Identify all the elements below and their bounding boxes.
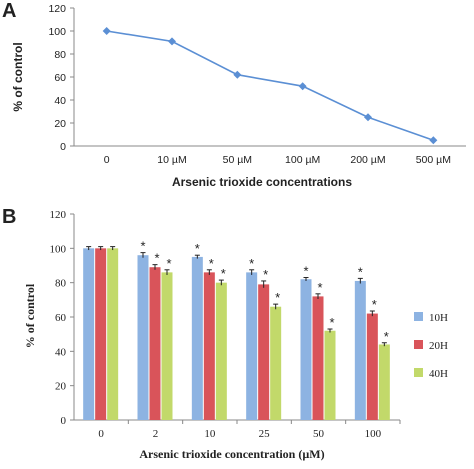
- significance-star: *: [249, 256, 254, 271]
- significance-star: *: [209, 256, 214, 271]
- panel-a-letter: A: [2, 0, 16, 22]
- bar: [203, 272, 215, 420]
- panel-b-x-label: Arsenic trioxide concentration (µM): [139, 447, 324, 461]
- panel-a-y-label: % of control: [11, 42, 25, 111]
- significance-star: *: [384, 329, 389, 344]
- x-tick-label: 0: [104, 154, 110, 166]
- significance-star: *: [372, 297, 377, 312]
- data-point: [364, 113, 372, 122]
- significance-star: *: [195, 241, 200, 256]
- y-tick-label: 40: [54, 95, 66, 107]
- significance-star: *: [166, 256, 171, 271]
- x-tick-label: 100: [365, 428, 382, 440]
- x-tick-label: 50: [313, 428, 325, 440]
- legend-label: 40H: [429, 368, 448, 380]
- bar: [137, 255, 149, 420]
- data-point: [298, 82, 307, 91]
- y-tick-label: 0: [60, 141, 66, 153]
- x-tick-label: 0: [98, 428, 104, 440]
- significance-star: *: [317, 280, 322, 295]
- bar: [312, 296, 324, 420]
- y-tick-label: 0: [61, 415, 67, 427]
- bar: [270, 306, 282, 420]
- significance-star: *: [329, 315, 334, 330]
- bar: [161, 272, 173, 420]
- y-tick-label: 40: [55, 346, 67, 358]
- legend-label: 10H: [429, 312, 448, 324]
- legend-swatch: [414, 312, 423, 321]
- significance-star: *: [140, 239, 145, 254]
- bar: [215, 282, 227, 420]
- y-tick-label: 80: [54, 49, 66, 61]
- data-point: [429, 136, 438, 145]
- x-tick-label: 10: [204, 428, 216, 440]
- series-line: [106, 30, 434, 142]
- y-tick-label: 20: [54, 118, 66, 130]
- bar: [246, 272, 258, 420]
- data-point: [168, 37, 176, 46]
- panel-a-x-label: Arsenic trioxide concentrations: [172, 175, 352, 189]
- x-tick-label: 200 µM: [350, 154, 385, 166]
- panel-b-y-label: % of control: [23, 283, 37, 348]
- significance-star: *: [263, 267, 268, 282]
- y-tick-label: 80: [55, 278, 67, 290]
- panel-b-letter: B: [2, 206, 16, 228]
- x-tick-label: 2: [153, 428, 159, 440]
- y-tick-label: 120: [50, 209, 67, 221]
- bar: [95, 248, 107, 420]
- bar: [258, 284, 270, 420]
- y-tick-label: 100: [50, 243, 67, 255]
- y-tick-label: 20: [55, 381, 67, 393]
- legend-label: 20H: [429, 340, 448, 352]
- bar: [354, 280, 366, 420]
- data-point: [102, 27, 111, 35]
- significance-star: *: [275, 290, 280, 305]
- significance-star: *: [154, 251, 159, 266]
- x-tick-label: 100 µM: [285, 154, 320, 166]
- legend-swatch: [414, 340, 423, 349]
- bar: [300, 279, 312, 420]
- significance-star: *: [303, 264, 308, 279]
- x-tick-label: 25: [259, 428, 271, 440]
- bar: [191, 256, 203, 420]
- data-point: [233, 70, 242, 79]
- bar: [149, 267, 161, 420]
- legend-swatch: [414, 368, 423, 377]
- y-tick-label: 60: [54, 72, 66, 84]
- significance-star: *: [358, 264, 363, 279]
- bar: [83, 248, 95, 420]
- y-tick-label: 60: [55, 312, 67, 324]
- x-tick-label: 10 µM: [157, 154, 186, 166]
- bar: [366, 313, 378, 420]
- y-tick-label: 120: [48, 3, 66, 15]
- y-tick-label: 100: [48, 26, 66, 38]
- bar: [378, 344, 390, 420]
- bar: [107, 248, 119, 420]
- significance-star: *: [221, 266, 226, 281]
- x-tick-label: 500 µM: [416, 154, 451, 166]
- x-tick-label: 50 µM: [223, 154, 252, 166]
- bar: [324, 330, 336, 420]
